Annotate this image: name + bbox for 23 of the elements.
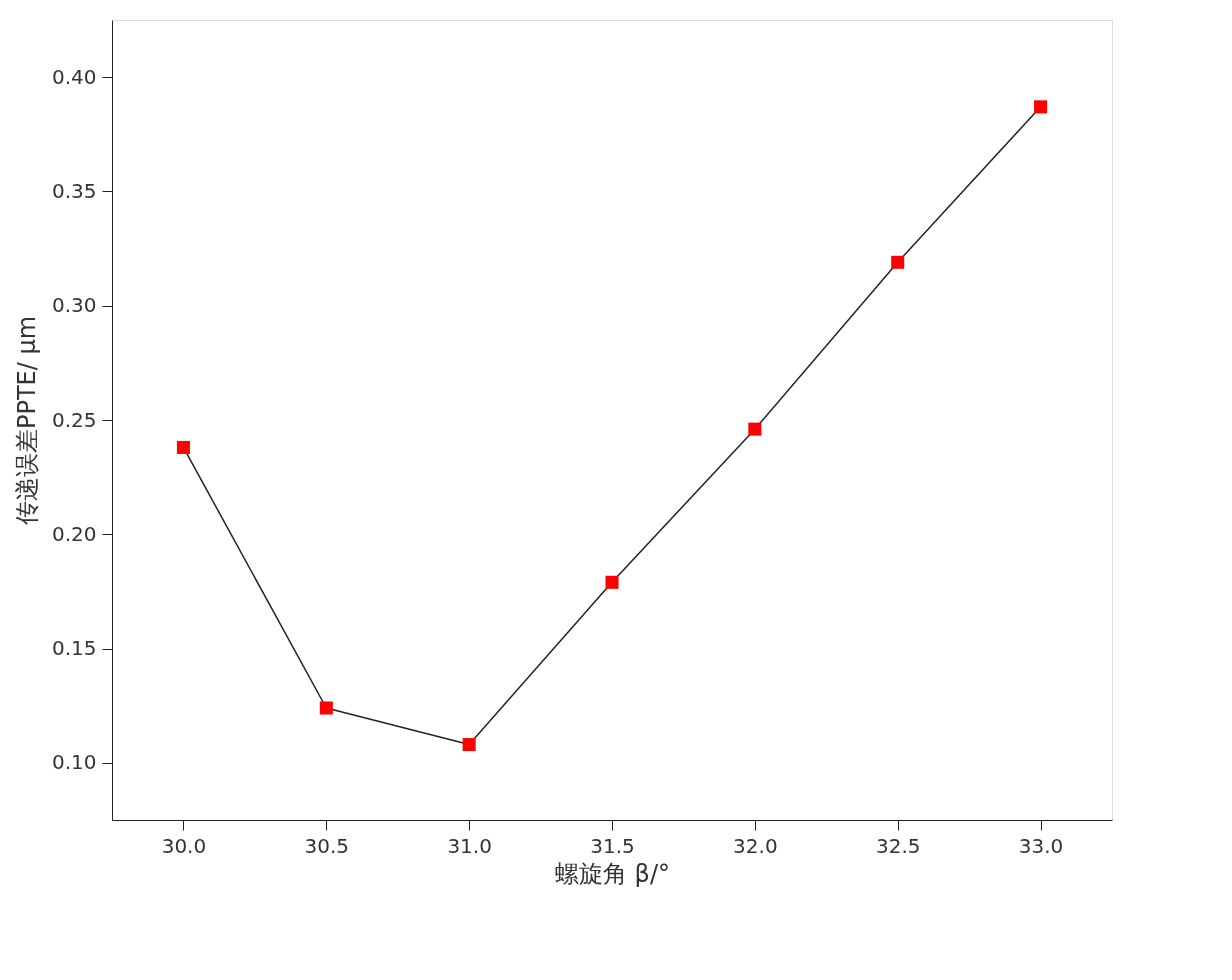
x-tick-label: 30.5 (304, 833, 350, 858)
point (462, 738, 476, 752)
point (891, 255, 905, 269)
x-tick-label: 30.0 (161, 833, 207, 858)
point (605, 575, 619, 589)
x-tick-label: 32.5 (875, 833, 921, 858)
x-tick-label: 32.0 (733, 833, 778, 858)
y-tick-label: 0.35 (51, 178, 97, 203)
y-tick-label: 0.25 (51, 407, 97, 432)
point (748, 422, 762, 436)
y-tick-label: 0.40 (51, 64, 97, 89)
x-tick-label: 33.0 (1018, 833, 1064, 858)
x-axis-title: 螺旋角 β/° (554, 859, 671, 888)
y-tick-label: 0.10 (51, 750, 97, 775)
y-axis-title: 传递误差PPTE/ μm (12, 315, 41, 526)
x-tick-label: 31.0 (447, 833, 492, 858)
x-tick-label: 31.5 (590, 833, 635, 858)
y-tick-label: 0.20 (51, 521, 97, 546)
point (176, 440, 190, 454)
y-tick-label: 0.15 (51, 636, 97, 661)
y-tick-label: 0.30 (51, 293, 97, 318)
point (1034, 100, 1048, 114)
point (319, 701, 333, 715)
